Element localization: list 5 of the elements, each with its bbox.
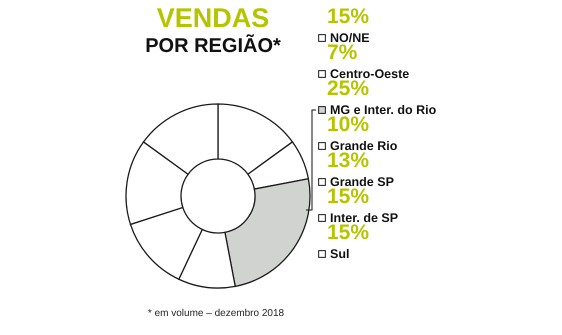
text: POR REGIÃO* xyxy=(145,34,282,57)
legend-label: Sul xyxy=(330,247,350,261)
data-label: 15% xyxy=(327,5,370,28)
chart-title: VENDAS xyxy=(156,3,270,33)
text: * em volume – dezembro 2018 xyxy=(148,308,285,319)
